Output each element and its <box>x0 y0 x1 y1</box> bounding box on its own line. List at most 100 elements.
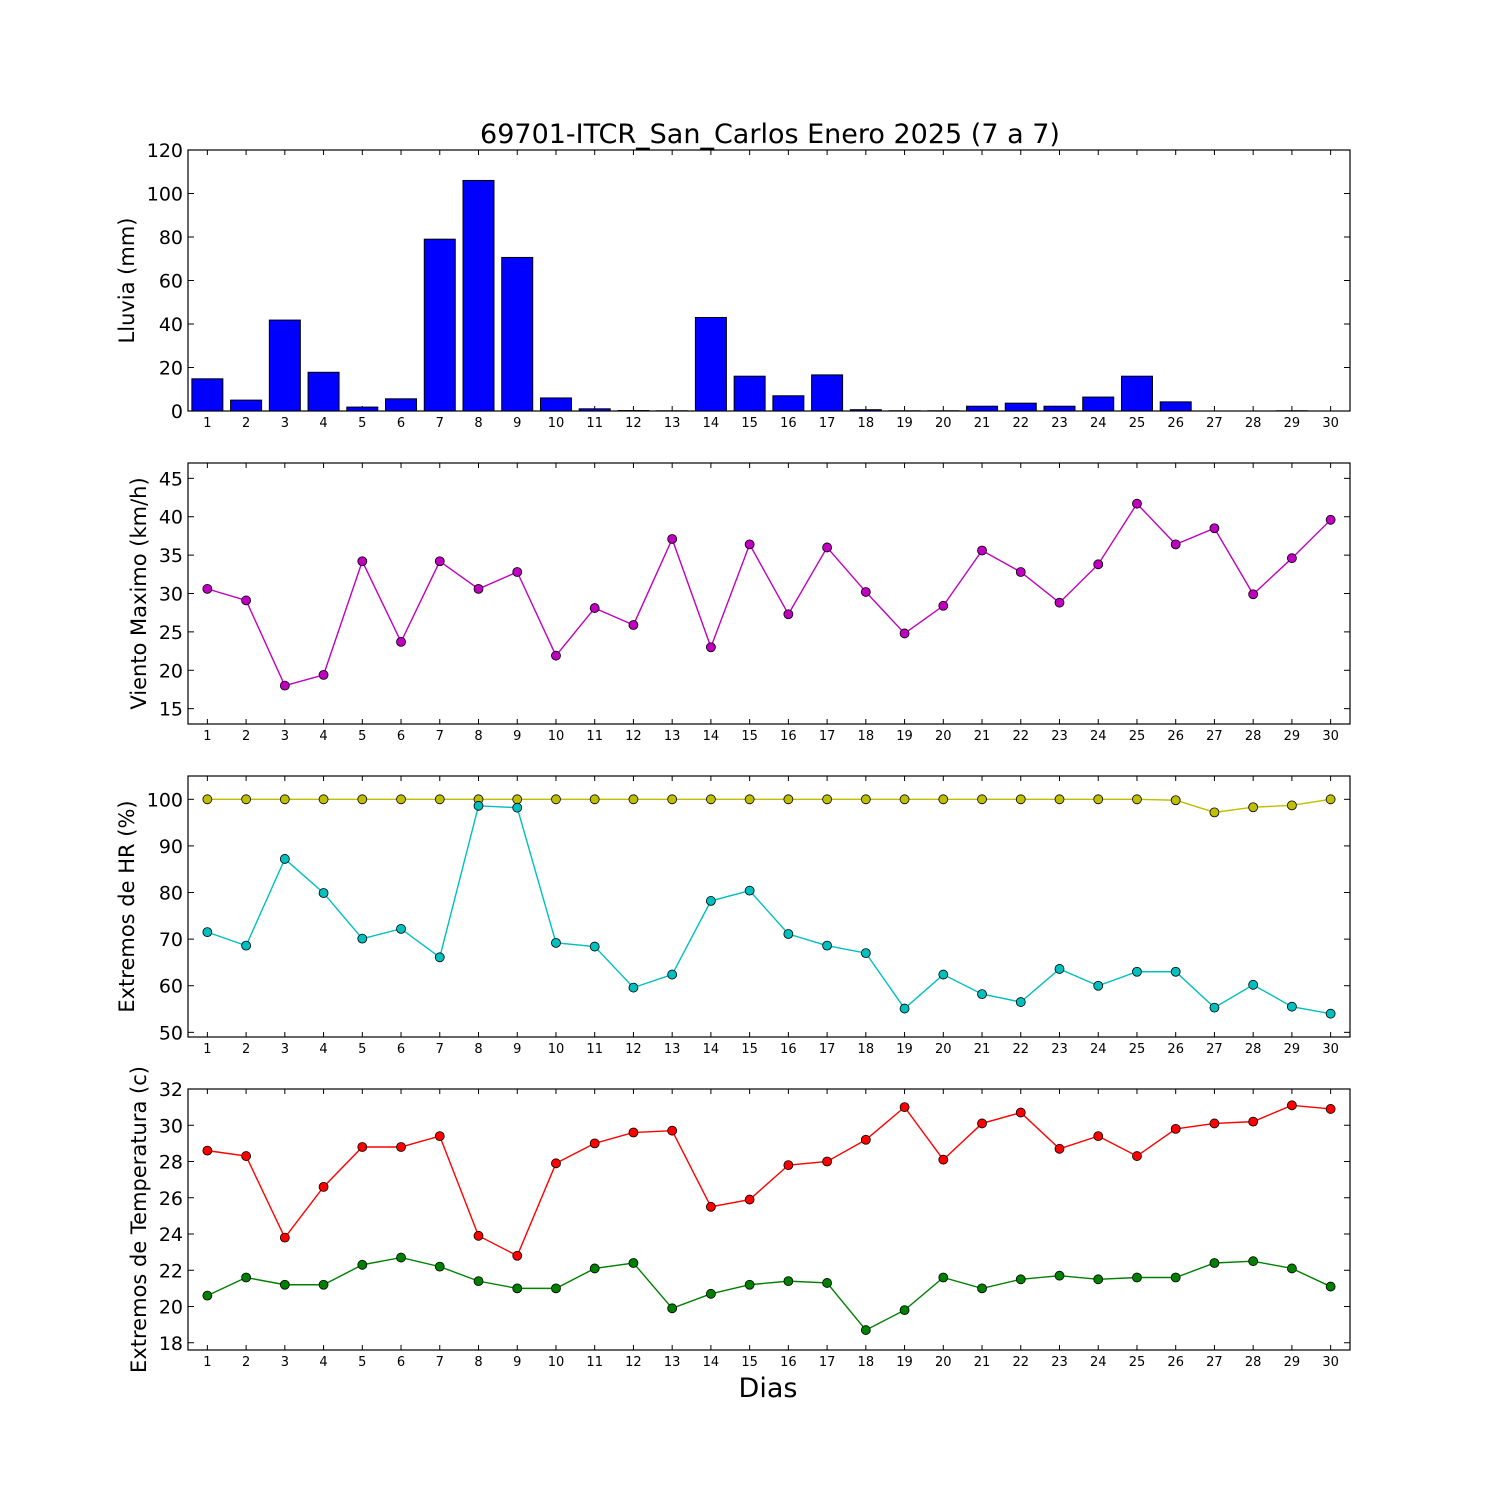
humidity-series-1-point <box>473 800 484 811</box>
humidity-series-0-point <box>396 794 406 805</box>
wind-series-0-point <box>1054 597 1065 608</box>
temperature-ytick-label: 30 <box>159 1115 183 1137</box>
rainfall-xtick-label: 19 <box>896 416 913 431</box>
rainfall-bar <box>694 316 727 412</box>
rainfall-xtick-label: 17 <box>819 416 836 431</box>
wind-series-0-point <box>1093 559 1104 570</box>
humidity-series-1-point <box>667 969 678 980</box>
temperature-series-0-point <box>628 1127 639 1138</box>
wind-xtick-label: 9 <box>513 729 521 744</box>
temperature-ytick-label: 28 <box>159 1152 183 1174</box>
rainfall-bar <box>501 256 534 412</box>
temperature-series-1-point <box>279 1279 290 1290</box>
rainfall-xtick-label: 3 <box>281 416 289 431</box>
humidity-xtick-label: 19 <box>896 1042 913 1057</box>
temperature-series-1-point <box>1093 1274 1104 1285</box>
rainfall-xtick-label: 12 <box>625 416 642 431</box>
rainfall-bar <box>966 405 999 412</box>
wind-xtick-label: 16 <box>780 729 797 744</box>
wind-series-0-point <box>1325 514 1336 525</box>
temperature-xtick-label: 11 <box>586 1355 603 1370</box>
rainfall-xtick-label: 1 <box>203 416 211 431</box>
humidity-series-0-point <box>899 794 910 805</box>
wind-xtick-label: 17 <box>819 729 836 744</box>
temperature-series-0-point <box>396 1142 406 1152</box>
humidity-xtick-label: 17 <box>819 1042 836 1057</box>
temperature-series-1-point <box>202 1290 213 1301</box>
wind-series-0-point <box>1132 498 1142 509</box>
wind-series-0-point <box>396 636 406 647</box>
temperature-xtick-label: 26 <box>1167 1355 1184 1370</box>
temperature-xtick-label: 7 <box>436 1355 444 1370</box>
temperature-series-1-point <box>1170 1272 1181 1283</box>
humidity-ytick-label: 80 <box>159 883 183 905</box>
humidity-xtick-label: 25 <box>1129 1042 1146 1057</box>
temperature-series-1-point <box>1132 1272 1142 1283</box>
rainfall-ytick-label: 0 <box>171 401 183 423</box>
wind-series-0-line <box>207 502 1332 687</box>
humidity-series-0-point <box>434 794 445 805</box>
humidity-series-1-point <box>512 802 523 813</box>
humidity-series-0-point <box>1132 794 1142 805</box>
temperature-series-0-point <box>783 1160 794 1171</box>
wind-xtick-label: 24 <box>1090 729 1107 744</box>
temperature-xtick-label: 18 <box>858 1355 875 1370</box>
rainfall-xtick-label: 6 <box>397 416 405 431</box>
wind-xtick-label: 23 <box>1051 729 1068 744</box>
temperature-series-0-point <box>1015 1107 1026 1118</box>
wind-series-0-point <box>1209 523 1220 534</box>
panel-humidity-frame <box>187 775 1351 1038</box>
temperature-xtick-label: 27 <box>1206 1355 1223 1370</box>
humidity-series-0-point <box>667 794 678 805</box>
temperature-xtick-label: 22 <box>1012 1355 1029 1370</box>
temperature-xtick-label: 14 <box>703 1355 720 1370</box>
rainfall-ytick-label: 40 <box>159 314 183 336</box>
rainfall-bar <box>1159 401 1192 412</box>
wind-xtick-label: 4 <box>319 729 327 744</box>
wind-xtick-label: 13 <box>664 729 681 744</box>
humidity-series-0-line <box>207 798 1331 814</box>
humidity-series-1-point <box>1015 997 1026 1007</box>
humidity-ytick-label: 70 <box>159 929 183 951</box>
humidity-series-1-point <box>1054 964 1065 974</box>
temperature-series-1-point <box>473 1276 484 1287</box>
wind-series-0-point <box>357 556 368 567</box>
wind-xtick-label: 1 <box>203 729 211 744</box>
humidity-series-1-point <box>860 948 871 959</box>
temperature-xtick-label: 20 <box>935 1355 952 1370</box>
humidity-xtick-label: 21 <box>974 1042 991 1057</box>
temperature-series-0-point <box>1248 1116 1259 1127</box>
temperature-series-0-point <box>589 1138 600 1149</box>
temperature-series-1-point <box>860 1325 871 1335</box>
panel-wind-frame <box>187 462 1351 725</box>
rainfall-bar <box>1004 402 1037 412</box>
humidity-xtick-label: 15 <box>741 1042 758 1057</box>
wind-series-0-point <box>783 609 794 620</box>
chart-title: 69701-ITCR_San_Carlos Enero 2025 (7 a 7) <box>480 119 1060 150</box>
temperature-series-0-point <box>977 1118 987 1129</box>
temperature-series-1-point <box>1287 1263 1297 1274</box>
wind-series-0-point <box>706 642 716 653</box>
wind-series-0-point <box>667 534 678 544</box>
wind-ytick-label: 45 <box>159 468 183 490</box>
wind-series-0-point <box>551 650 561 661</box>
panel-rainfall-ylabel: Lluvia (mm) <box>115 218 139 344</box>
humidity-series-1-point <box>744 885 755 896</box>
wind-series-0-point <box>512 567 523 577</box>
wind-xtick-label: 25 <box>1129 729 1146 744</box>
temperature-xtick-label: 3 <box>281 1355 289 1370</box>
wind-xtick-label: 19 <box>896 729 913 744</box>
rainfall-bar <box>462 179 495 412</box>
humidity-series-1-point <box>1287 1001 1297 1012</box>
wind-xtick-label: 29 <box>1284 729 1301 744</box>
temperature-xtick-label: 25 <box>1129 1355 1146 1370</box>
temperature-series-0-point <box>822 1156 832 1167</box>
rainfall-bar <box>811 374 844 412</box>
humidity-xtick-label: 14 <box>703 1042 720 1057</box>
humidity-series-1-point <box>551 937 561 948</box>
temperature-series-0-point <box>1287 1100 1297 1111</box>
rainfall-ytick-label: 120 <box>147 140 183 162</box>
